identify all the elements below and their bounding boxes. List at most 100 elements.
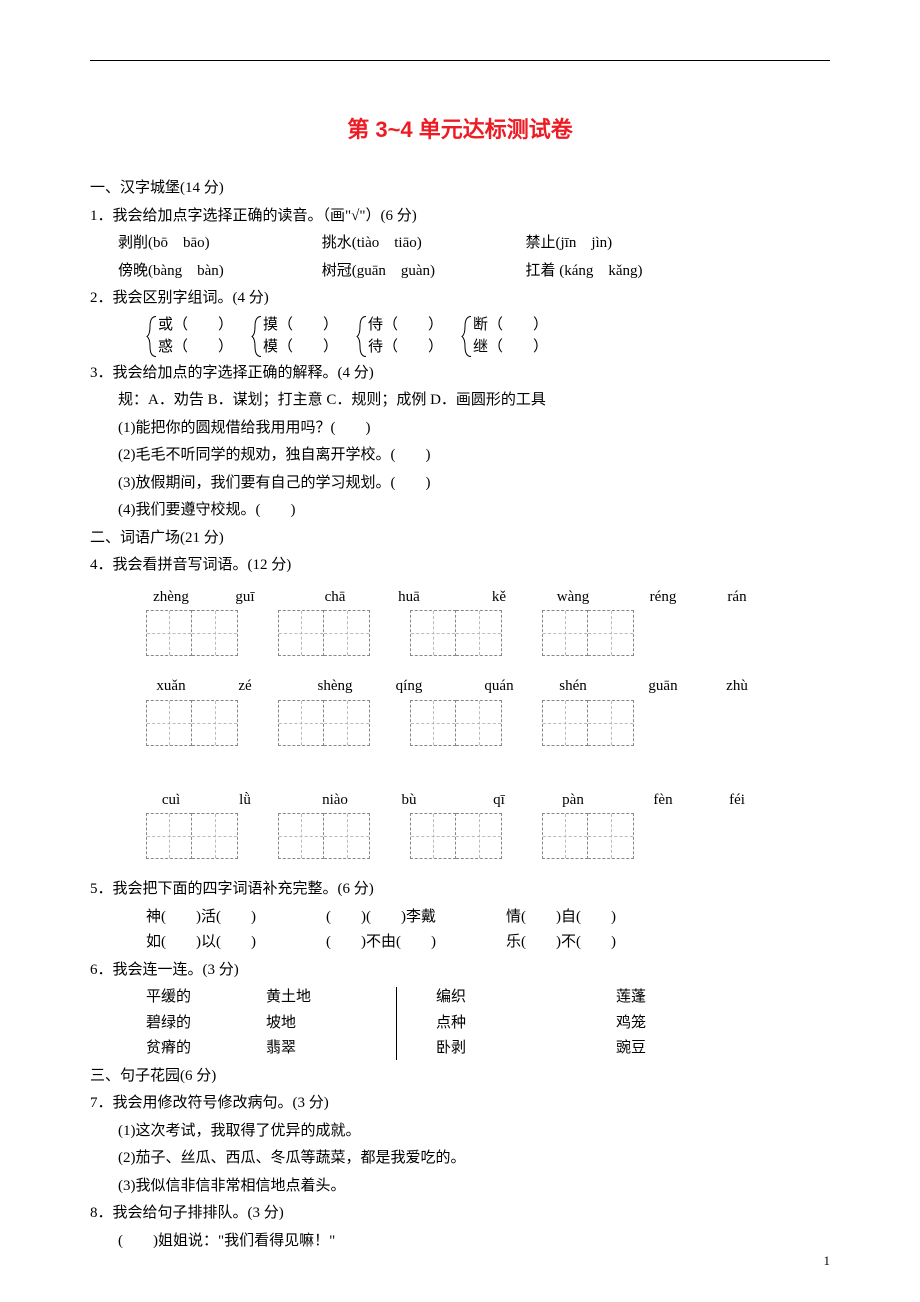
pinyin: zhù (712, 674, 762, 700)
q2-p3-b: 待（ ） (368, 336, 443, 359)
write-box (542, 700, 588, 746)
write-box-pair (146, 700, 238, 746)
write-box-pair (410, 813, 502, 859)
q3-stem: 3．我会给加点的字选择正确的解释。(4 分) (90, 361, 830, 387)
q2-p4-a: 断（ ） (473, 314, 548, 337)
write-box-pair (410, 610, 502, 656)
q2-pair-1: 或（ ） 惑（ ） (146, 314, 233, 359)
q3-def: 规：A．劝告 B．谋划；打主意 C．规则；成例 D．画圆形的工具 (90, 388, 830, 414)
write-box (588, 610, 634, 656)
write-box (146, 610, 192, 656)
write-box (542, 610, 588, 656)
pinyin: fèn (638, 788, 688, 814)
q3-i3: (3)放假期间，我们要有自己的学习规划。( ) (90, 471, 830, 497)
match-item: 翡翠 (266, 1036, 386, 1062)
q2-p3-a: 侍（ ） (368, 314, 443, 337)
q2-p2-a: 摸（ ） (263, 314, 338, 337)
pinyin: wàng (548, 585, 598, 611)
q2-p4-b: 继（ ） (473, 336, 548, 359)
q3-i2: (2)毛毛不听同学的规劝，独自离开学校。( ) (90, 443, 830, 469)
match-item: 点种 (436, 1011, 556, 1037)
match-item: 编织 (436, 985, 556, 1011)
write-box-pair (410, 700, 502, 746)
match-item: 莲蓬 (616, 985, 736, 1011)
write-box (278, 700, 324, 746)
write-box-pair (278, 813, 370, 859)
q5-r2-b: ( )不由( ) (326, 930, 436, 956)
write-box (278, 610, 324, 656)
pinyin: réng (638, 585, 688, 611)
q5-r1-a: 神( )活( ) (146, 905, 256, 931)
q5-r1-c: 情( )自( ) (506, 905, 616, 931)
q6-col-d: 莲蓬 鸡笼 豌豆 (556, 985, 736, 1062)
q1-r2-b: 树冠(guān guàn) (322, 259, 522, 285)
pinyin: kě (474, 585, 524, 611)
write-box (410, 610, 456, 656)
brace-icon (461, 314, 473, 359)
match-item: 碧绿的 (146, 1011, 266, 1037)
q5-r2-c: 乐( )不( ) (506, 930, 616, 956)
write-box-pair (542, 610, 634, 656)
write-box (456, 610, 502, 656)
q4-pinyin-row-3: cuìlǜ niàobù qīpàn fènféi (90, 788, 830, 814)
divider-line-icon (396, 987, 397, 1060)
q5-stem: 5．我会把下面的四字词语补充完整。(6 分) (90, 877, 830, 903)
q4-pinyin-row-1: zhèngguī chāhuā kěwàng réngrán (90, 585, 830, 611)
page-title: 第 3~4 单元达标测试卷 (90, 111, 830, 148)
write-box (588, 813, 634, 859)
q5-row1: 神( )活( ) ( )( )李戴 情( )自( ) (90, 905, 830, 931)
q3-i4: (4)我们要遵守校规。( ) (90, 498, 830, 524)
q4-boxes-row-2 (90, 700, 830, 746)
q8-stem: 8．我会给句子排排队。(3 分) (90, 1201, 830, 1227)
q4-pinyin-row-2: xuǎnzé shèngqíng quánshén guānzhù (90, 674, 830, 700)
pinyin: qíng (384, 674, 434, 700)
match-item: 贫瘠的 (146, 1036, 266, 1062)
q5-r2-a: 如( )以( ) (146, 930, 256, 956)
write-box-pair (542, 700, 634, 746)
brace-icon (146, 314, 158, 359)
q4-boxes-row-3 (90, 813, 830, 859)
q2-stem: 2．我会区别字组词。(4 分) (90, 286, 830, 312)
write-box (146, 813, 192, 859)
q7-i1: (1)这次考试，我取得了优异的成就。 (90, 1119, 830, 1145)
q4-stem: 4．我会看拼音写词语。(12 分) (90, 553, 830, 579)
write-box (324, 700, 370, 746)
pinyin: rán (712, 585, 762, 611)
match-item: 卧剥 (436, 1036, 556, 1062)
q5-row2: 如( )以( ) ( )不由( ) 乐( )不( ) (90, 930, 830, 956)
write-box (588, 700, 634, 746)
pinyin: zhèng (146, 585, 196, 611)
pinyin: pàn (548, 788, 598, 814)
q2-p2-b: 模（ ） (263, 336, 338, 359)
write-box (192, 610, 238, 656)
q6-col-a: 平缓的 碧绿的 贫瘠的 (146, 985, 266, 1062)
pinyin: guān (638, 674, 688, 700)
section-2-heading: 二、词语广场(21 分) (90, 526, 830, 552)
q6-match: 平缓的 碧绿的 贫瘠的 黄土地 坡地 翡翠 编织 点种 卧剥 莲蓬 鸡笼 豌豆 (90, 985, 830, 1062)
q6-stem: 6．我会连一连。(3 分) (90, 958, 830, 984)
q8-i1: ( )姐姐说："我们看得见嘛！" (90, 1229, 830, 1255)
q2-pair-2: 摸（ ） 模（ ） (251, 314, 338, 359)
q1-r2-a: 傍晚(bàng bàn) (118, 259, 318, 285)
write-box-pair (542, 813, 634, 859)
pinyin: guī (220, 585, 270, 611)
page-number: 1 (824, 1250, 831, 1272)
q1-r2-c: 扛着 (káng kǎng) (526, 263, 643, 279)
q4-boxes-row-1 (90, 610, 830, 656)
q1-r1-c: 禁止(jīn jìn) (526, 235, 613, 251)
match-item: 黄土地 (266, 985, 386, 1011)
page: 第 3~4 单元达标测试卷 一、汉字城堡(14 分) 1．我会给加点字选择正确的… (0, 0, 920, 1302)
pinyin: lǜ (220, 788, 270, 814)
q7-i3: (3)我似信非信非常相信地点着头。 (90, 1174, 830, 1200)
write-box (456, 813, 502, 859)
write-box (324, 610, 370, 656)
write-box-pair (146, 813, 238, 859)
q2-pair-4: 断（ ） 继（ ） (461, 314, 548, 359)
section-3-heading: 三、句子花园(6 分) (90, 1064, 830, 1090)
pinyin: chā (310, 585, 360, 611)
write-box (410, 813, 456, 859)
pinyin: cuì (146, 788, 196, 814)
write-box (278, 813, 324, 859)
match-item: 鸡笼 (616, 1011, 736, 1037)
pinyin: shén (548, 674, 598, 700)
